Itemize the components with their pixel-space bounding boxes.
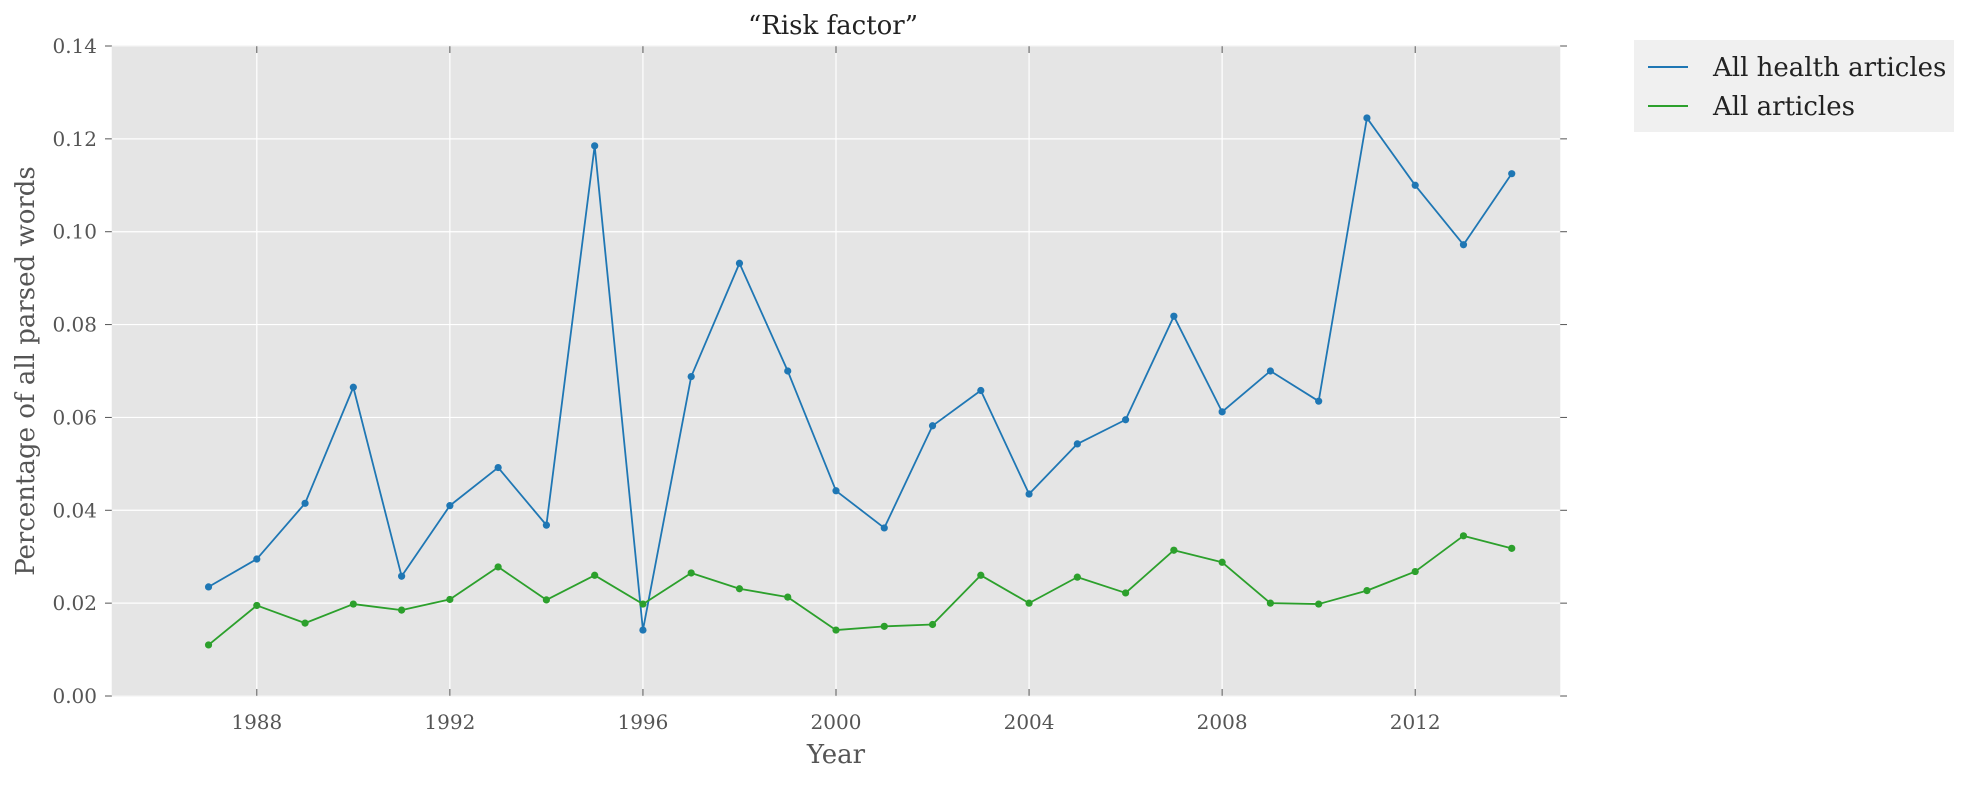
data-point (1025, 599, 1033, 607)
data-point (784, 367, 792, 375)
data-point (542, 521, 551, 529)
data-point (977, 386, 985, 395)
data-point (1508, 544, 1516, 552)
x-tick-label: 2012 (1390, 710, 1441, 734)
data-point (784, 593, 792, 601)
data-point (591, 571, 599, 579)
y-tick-label: 0.04 (52, 498, 97, 522)
data-point (1459, 532, 1468, 540)
data-point (1122, 416, 1130, 424)
data-point (301, 499, 309, 507)
legend: All health articles All articles (1634, 40, 1954, 132)
series-line (208, 117, 1513, 631)
data-point (398, 606, 406, 614)
legend-entry-health: All health articles (1712, 53, 1946, 83)
data-point (1073, 573, 1081, 581)
data-point (542, 596, 551, 604)
data-point (1170, 546, 1178, 554)
data-point (639, 626, 647, 634)
y-tick-label: 0.10 (52, 220, 97, 244)
data-point (1218, 558, 1226, 566)
data-point (253, 555, 261, 563)
data-point (494, 463, 502, 472)
legend-box (1634, 40, 1954, 132)
data-point (1363, 587, 1371, 595)
data-point (735, 585, 744, 593)
y-tick-label: 0.08 (52, 313, 97, 337)
data-point (1363, 114, 1371, 122)
data-point (1508, 170, 1516, 178)
data-point (204, 583, 213, 591)
data-point (1411, 567, 1419, 576)
data-point (880, 622, 888, 630)
x-tick-label: 1996 (617, 710, 668, 734)
y-tick-label: 0.06 (52, 405, 97, 429)
data-point (639, 600, 647, 608)
data-point (977, 571, 985, 579)
data-point (832, 487, 840, 495)
data-point (1073, 440, 1081, 448)
plot-border (111, 45, 1561, 697)
x-tick-label: 1992 (424, 710, 475, 734)
series-layer (111, 45, 1561, 697)
series-1 (204, 532, 1516, 649)
x-tick-label: 2008 (1197, 710, 1248, 734)
data-point (1218, 408, 1226, 416)
data-point (1170, 312, 1178, 320)
x-tick-labels: 1988 1992 1996 2000 2004 2008 2012 (231, 710, 1440, 734)
x-tick-label: 2004 (1004, 710, 1055, 734)
data-point (349, 600, 357, 608)
data-point (398, 572, 406, 580)
y-tick-labels: 0.00 0.02 0.04 0.06 0.08 0.10 0.12 0.14 (52, 34, 97, 708)
data-point (1122, 589, 1130, 597)
series-line (207, 534, 1512, 646)
data-point (253, 601, 261, 610)
data-point (928, 422, 937, 430)
data-point (1315, 600, 1323, 608)
x-tick-label: 2000 (811, 710, 862, 734)
data-point (1459, 241, 1468, 249)
data-point (735, 259, 744, 267)
y-tick-label: 0.12 (52, 127, 97, 151)
data-point (928, 620, 937, 629)
data-point (1266, 367, 1274, 375)
data-point (446, 502, 454, 510)
y-tick-label: 0.02 (52, 591, 97, 615)
data-point (832, 626, 840, 634)
data-point (687, 372, 695, 381)
data-point (1025, 490, 1033, 498)
series-0 (204, 114, 1516, 634)
data-point (204, 641, 213, 649)
data-point (446, 595, 454, 604)
data-point (1315, 397, 1323, 405)
data-point (687, 569, 695, 577)
axis-ticks (105, 45, 1567, 697)
data-point (880, 524, 888, 532)
data-point (349, 383, 357, 391)
data-point (494, 563, 502, 571)
y-tick-label: 0.00 (52, 684, 97, 708)
x-tick-label: 1988 (231, 710, 282, 734)
data-point (591, 142, 599, 150)
legend-entry-all: All articles (1712, 92, 1855, 122)
data-point (1411, 181, 1419, 189)
y-axis-label: Percentage of all parsed words (11, 166, 41, 576)
data-point (301, 619, 309, 627)
chart-title: “Risk factor” (748, 11, 918, 41)
x-axis-label: Year (806, 740, 866, 770)
data-point (1266, 599, 1274, 607)
y-tick-label: 0.14 (52, 34, 97, 58)
